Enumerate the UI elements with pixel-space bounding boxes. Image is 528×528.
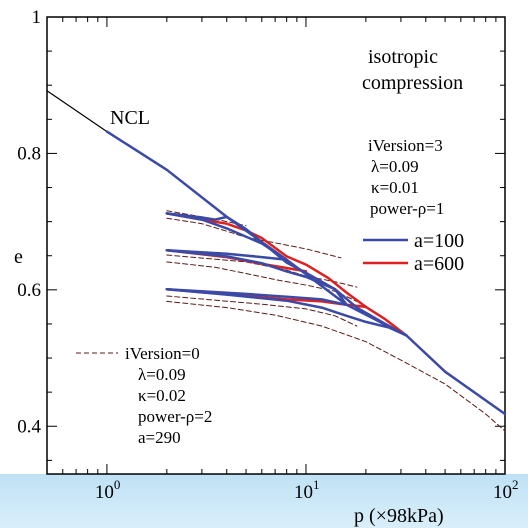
params-a-line: κ=0.01 [371,178,419,197]
x-tick-base: 10 [493,482,512,503]
series-line-iversion-0 [166,300,506,432]
series-layer [46,90,507,432]
x-tick-label: 102 [493,477,519,503]
params-a-block: iVersion=3 λ=0.09 κ=0.01 power-ρ=1 [368,136,444,218]
series-line-ncl [46,90,108,133]
params-b-block: iVersion=0 λ=0.09 κ=0.02 power-ρ=2 a=290 [76,344,212,447]
params-a-line: λ=0.09 [371,157,419,176]
series-line-a-100 [165,249,288,262]
series-line-iversion-0 [166,295,358,327]
params-b-line: a=290 [138,428,181,447]
x-tick-base: 10 [294,482,313,503]
y-tick-label: 0.4 [17,416,41,437]
params-a-line: power-ρ=1 [370,199,444,218]
series-line-a-100 [165,249,348,307]
title-line2: compression [362,72,463,94]
bottom-band [0,474,528,528]
legend-label-a600: a=600 [414,253,464,275]
x-tick-exponent: 0 [114,477,121,492]
plot-frame [46,16,506,475]
y-axis-label: e [14,246,23,268]
legend-label-a100: a=100 [414,230,464,252]
legend: a=100 a=600 [363,230,464,275]
series-line-a-600 [165,212,408,337]
x-tick-exponent: 2 [512,477,519,492]
x-tick-exponent: 1 [313,477,320,492]
series-line-iversion-0 [166,254,358,288]
y-tick-label: 0.6 [17,280,41,301]
params-b-line: iVersion=0 [125,344,200,363]
params-b-line: λ=0.09 [138,365,186,384]
series-line-a-100 [165,287,408,337]
x-tick-label: 101 [294,477,320,503]
series-line-a-100 [165,287,348,307]
params-a-line: iVersion=3 [368,136,443,155]
title-line1: isotropic [368,46,438,68]
params-b-line: power-ρ=2 [138,407,212,426]
x-tick-base: 10 [95,482,114,503]
y-tick-label: 1 [32,7,42,28]
ticks-group [46,16,505,474]
series-line-a-100 [165,212,288,262]
ncl-label: NCL [110,107,150,129]
x-tick-label: 100 [95,477,121,503]
x-axis-label: p (×98kPa) [354,505,444,527]
y-tick-label: 0.8 [17,143,41,164]
params-b-line: κ=0.02 [138,386,186,405]
